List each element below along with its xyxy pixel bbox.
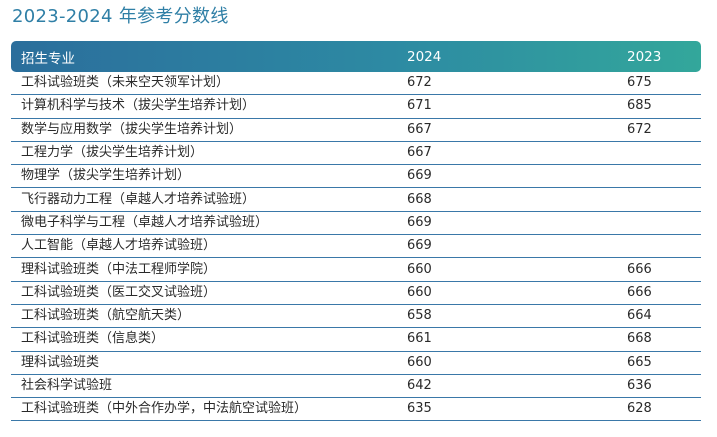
score-2024: 667 [407, 141, 627, 166]
table-row: 工科试验班类（信息类） 661 668 [11, 327, 701, 352]
major-name: 理科试验班类（中法工程师学院） [11, 257, 407, 282]
score-2024: 660 [407, 351, 627, 375]
major-name: 工科试验班类（医工交叉试验班） [11, 281, 407, 305]
score-2024: 658 [407, 304, 627, 329]
score-2024: 661 [407, 327, 627, 352]
score-2024: 635 [407, 397, 627, 422]
major-name: 飞行器动力工程（卓越人才培养试验班） [11, 187, 407, 212]
table-row: 飞行器动力工程（卓越人才培养试验班） 668 [11, 187, 701, 212]
score-2023: 666 [627, 281, 701, 305]
table-header-row: 招生专业 2024 2023 [11, 41, 701, 72]
table-row: 微电子科学与工程（卓越人才培养试验班） 669 [11, 211, 701, 236]
score-2023: 636 [627, 374, 701, 399]
major-name: 理科试验班类 [11, 351, 407, 375]
page-title: 2023-2024 年参考分数线 [12, 6, 229, 27]
score-2023: 672 [627, 118, 701, 142]
score-table: 招生专业 2024 2023 工科试验班类（未来空天领军计划） 672 675 … [11, 41, 701, 422]
score-2023: 665 [627, 351, 701, 375]
table-row: 理科试验班类（中法工程师学院） 660 666 [11, 257, 701, 282]
table-row: 物理学（拔尖学生培养计划） 669 [11, 164, 701, 189]
header-major: 招生专业 [21, 50, 75, 67]
score-2024: 672 [407, 72, 627, 96]
table-row: 工科试验班类（未来空天领军计划） 672 675 [11, 72, 701, 96]
table-row: 人工智能（卓越人才培养试验班） 669 [11, 234, 701, 259]
score-2023 [627, 187, 701, 212]
score-2024: 667 [407, 118, 627, 142]
score-2024: 642 [407, 374, 627, 399]
table-row: 工科试验班类（航空航天类） 658 664 [11, 304, 701, 329]
major-name: 工科试验班类（未来空天领军计划） [11, 72, 407, 96]
score-2024: 669 [407, 234, 627, 259]
score-2024: 671 [407, 94, 627, 119]
score-2024: 668 [407, 187, 627, 212]
table-row: 计算机科学与技术（拔尖学生培养计划） 671 685 [11, 94, 701, 119]
score-2024: 660 [407, 281, 627, 305]
table-row: 工程力学（拔尖学生培养计划） 667 [11, 141, 701, 166]
score-2024: 669 [407, 211, 627, 236]
score-2023: 664 [627, 304, 701, 329]
score-2023: 668 [627, 327, 701, 352]
score-2023 [627, 234, 701, 259]
table-row: 工科试验班类（中外合作办学，中法航空试验班） 635 628 [11, 397, 701, 422]
score-2023: 628 [627, 397, 701, 422]
major-name: 微电子科学与工程（卓越人才培养试验班） [11, 211, 407, 236]
major-name: 工程力学（拔尖学生培养计划） [11, 141, 407, 166]
major-name: 工科试验班类（信息类） [11, 327, 407, 352]
major-name: 人工智能（卓越人才培养试验班） [11, 234, 407, 259]
score-2024: 669 [407, 164, 627, 189]
table-row: 工科试验班类（医工交叉试验班） 660 666 [11, 281, 701, 305]
major-name: 工科试验班类（航空航天类） [11, 304, 407, 329]
score-2023 [627, 211, 701, 236]
score-2023 [627, 164, 701, 189]
major-name: 物理学（拔尖学生培养计划） [11, 164, 407, 189]
score-2024: 660 [407, 257, 627, 282]
score-2023 [627, 141, 701, 166]
header-2023: 2023 [627, 48, 662, 65]
table-row: 理科试验班类 660 665 [11, 351, 701, 375]
score-2023: 666 [627, 257, 701, 282]
major-name: 社会科学试验班 [11, 374, 407, 399]
table-row: 数学与应用数学（拔尖学生培养计划） 667 672 [11, 118, 701, 142]
major-name: 工科试验班类（中外合作办学，中法航空试验班） [11, 397, 407, 422]
major-name: 计算机科学与技术（拔尖学生培养计划） [11, 94, 407, 119]
score-2023: 685 [627, 94, 701, 119]
score-2023: 675 [627, 72, 701, 96]
major-name: 数学与应用数学（拔尖学生培养计划） [11, 118, 407, 142]
header-2024: 2024 [407, 48, 442, 65]
table-row: 社会科学试验班 642 636 [11, 374, 701, 399]
